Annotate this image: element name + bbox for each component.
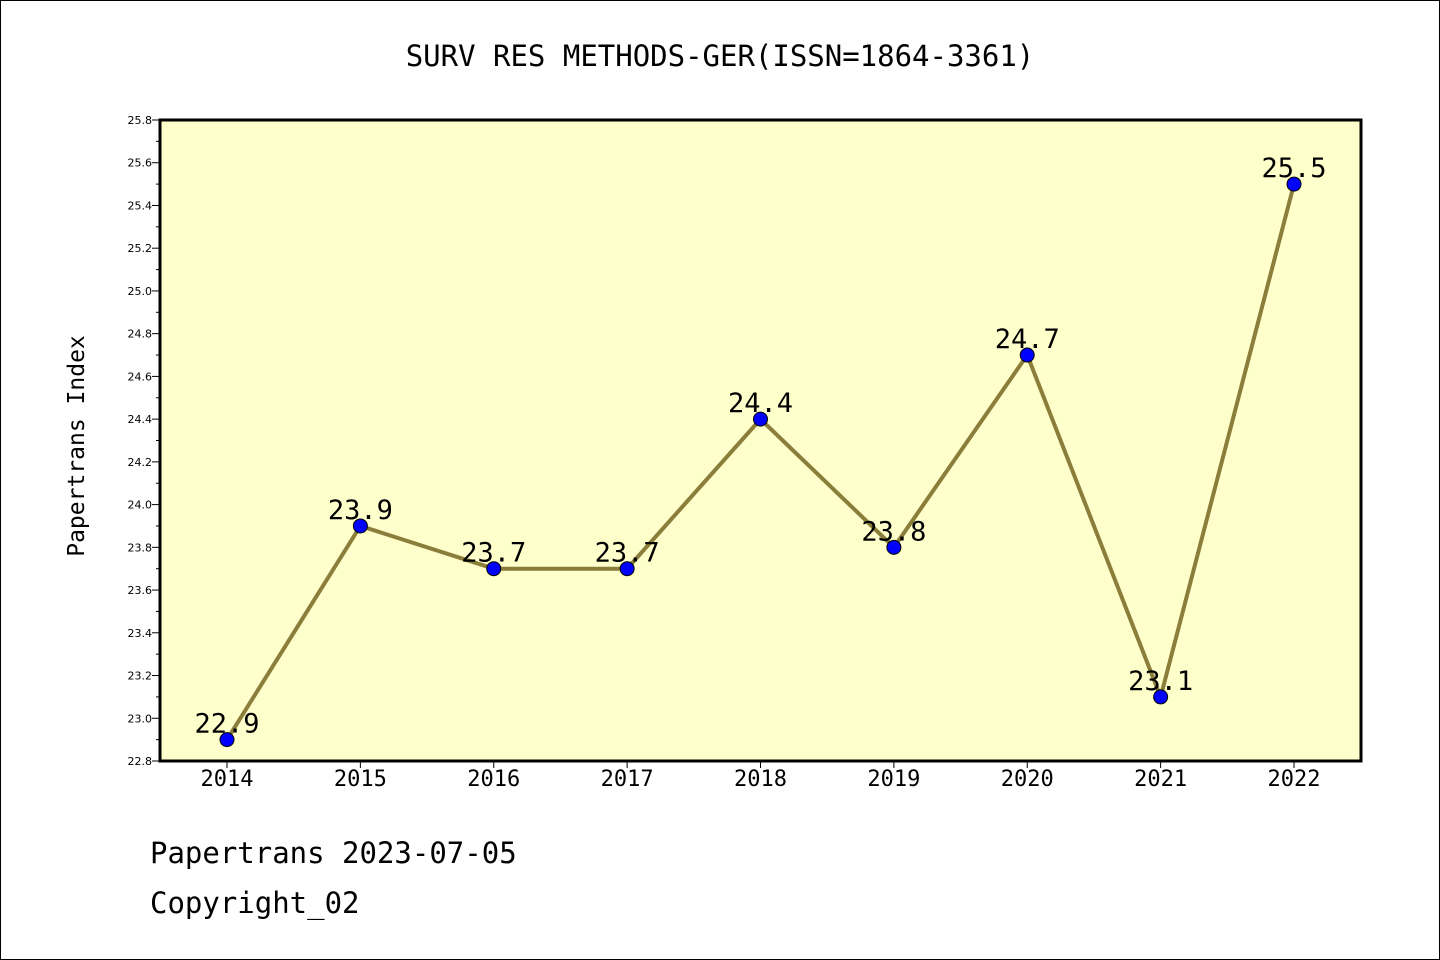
data-label: 24.4 xyxy=(728,388,793,419)
data-point xyxy=(886,539,902,555)
data-label: 24.7 xyxy=(995,324,1060,355)
plot-area xyxy=(158,118,1363,763)
x-tick-label: 2021 xyxy=(1134,767,1187,792)
data-label: 23.9 xyxy=(328,495,393,526)
y-tick-label: 25.0 xyxy=(128,285,153,298)
chart-title: SURV RES METHODS-GER(ISSN=1864-3361) xyxy=(406,39,1035,73)
y-tick-label: 24.0 xyxy=(128,499,153,512)
data-point xyxy=(1019,347,1035,363)
x-tick-label: 2015 xyxy=(334,767,387,792)
y-tick-label: 24.6 xyxy=(128,370,153,383)
x-tick-label: 2022 xyxy=(1268,767,1321,792)
data-point xyxy=(486,561,502,577)
data-label: 22.9 xyxy=(194,709,259,740)
y-tick-label: 24.2 xyxy=(128,456,153,469)
data-label: 25.5 xyxy=(1261,153,1326,184)
x-tick-label: 2016 xyxy=(467,767,520,792)
data-label: 23.8 xyxy=(861,516,926,547)
data-label: 23.1 xyxy=(1128,666,1193,697)
y-tick-label: 22.8 xyxy=(128,755,153,768)
x-tick-label: 2018 xyxy=(734,767,787,792)
y-tick-label: 25.4 xyxy=(128,199,153,212)
y-tick-label: 23.0 xyxy=(128,712,153,725)
data-label: 23.7 xyxy=(595,538,660,569)
data-point xyxy=(1286,176,1302,192)
data-point xyxy=(619,561,635,577)
y-axis-label: Papertrans Index xyxy=(64,335,90,557)
data-point xyxy=(1153,689,1169,705)
y-axis: 22.8 23.0 23.2 23.4 23.6 23.8 24.0 24.2 24.4 24.6… xyxy=(128,114,160,768)
y-tick-label: 23.4 xyxy=(128,627,153,640)
y-tick-label: 23.6 xyxy=(128,584,153,597)
footer-date-line: Papertrans 2023-07-05 xyxy=(150,836,517,870)
y-tick-label: 25.6 xyxy=(128,157,153,170)
data-point xyxy=(352,518,368,534)
x-tick-label: 2017 xyxy=(601,767,654,792)
y-tick-label: 23.8 xyxy=(128,541,153,554)
data-point xyxy=(753,411,768,427)
data-label: 23.7 xyxy=(461,538,526,569)
y-tick-label: 25.2 xyxy=(128,242,153,255)
series-group: 22.9 23.9 23.7 23.7 24.4 23.8 24.7 23.1 25.5 xyxy=(194,153,1327,748)
data-point xyxy=(219,732,235,748)
x-axis: 2014 2015 2016 2017 2018 2019 2020 2021 2022 xyxy=(201,761,1321,792)
footer-copyright: Copyright_02 xyxy=(150,886,360,920)
y-tick-label: 25.8 xyxy=(128,114,153,127)
y-tick-label: 24.8 xyxy=(128,328,153,341)
y-tick-label: 23.2 xyxy=(128,670,153,683)
x-tick-label: 2014 xyxy=(201,767,254,792)
x-tick-label: 2019 xyxy=(867,767,920,792)
y-tick-label: 24.4 xyxy=(128,413,153,426)
x-tick-label: 2020 xyxy=(1001,767,1054,792)
